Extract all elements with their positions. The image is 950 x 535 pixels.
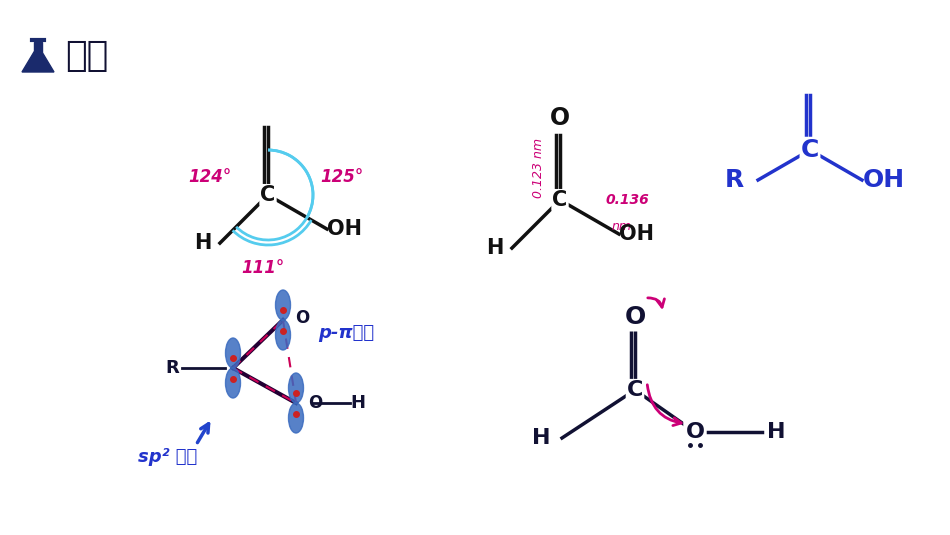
Polygon shape	[22, 52, 54, 72]
Text: H: H	[767, 422, 786, 442]
Text: H: H	[531, 428, 550, 448]
FancyArrowPatch shape	[647, 385, 681, 425]
Text: O: O	[295, 309, 310, 327]
Text: 125°: 125°	[320, 169, 363, 187]
Text: R: R	[165, 359, 179, 377]
Text: O: O	[550, 106, 570, 130]
Text: 0.123 nm: 0.123 nm	[531, 137, 544, 197]
Text: H: H	[486, 238, 504, 258]
Text: O: O	[624, 305, 646, 329]
Text: O: O	[308, 394, 322, 412]
Ellipse shape	[276, 320, 291, 350]
Text: H: H	[351, 394, 366, 412]
Text: p-π共轭: p-π共轭	[318, 324, 374, 342]
Text: 结构: 结构	[65, 39, 108, 73]
Text: OH: OH	[863, 168, 905, 192]
Polygon shape	[34, 42, 42, 52]
Text: sp² 杂化: sp² 杂化	[138, 448, 198, 466]
FancyArrowPatch shape	[648, 298, 664, 307]
Text: 124°: 124°	[188, 169, 232, 187]
Text: R: R	[725, 168, 744, 192]
Text: 111°: 111°	[241, 259, 285, 277]
Text: C: C	[260, 185, 276, 205]
Text: OH: OH	[619, 224, 655, 244]
Ellipse shape	[276, 290, 291, 320]
Text: nm: nm	[612, 220, 632, 233]
Ellipse shape	[225, 338, 240, 368]
Text: C: C	[552, 190, 568, 210]
Text: H: H	[195, 233, 212, 253]
Text: C: C	[627, 380, 643, 400]
Ellipse shape	[289, 403, 303, 433]
Text: 0.136: 0.136	[605, 193, 649, 207]
Text: OH: OH	[328, 219, 362, 239]
Ellipse shape	[289, 373, 303, 403]
Text: C: C	[801, 138, 819, 162]
Ellipse shape	[225, 368, 240, 398]
Text: O: O	[686, 422, 705, 442]
